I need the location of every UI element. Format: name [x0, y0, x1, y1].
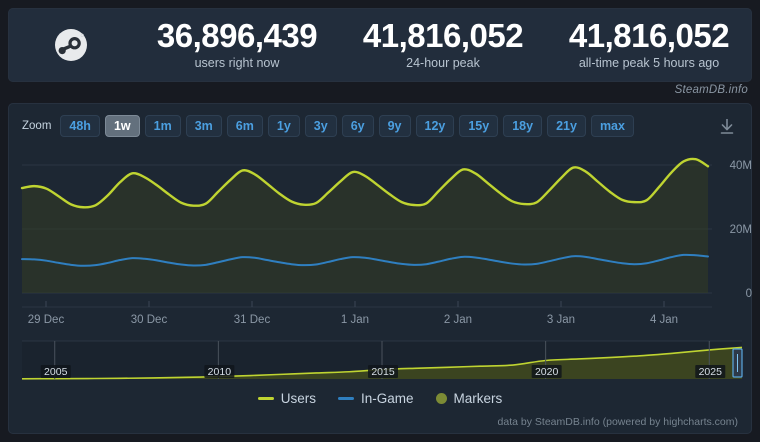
x-axis-tick-5: 3 Jan: [547, 314, 575, 326]
stat-users-now: 36,896,439 users right now: [134, 17, 340, 74]
navigator-year-2015: 2015: [371, 366, 395, 378]
stat-24h-peak: 41,816,052 24-hour peak: [340, 17, 546, 74]
zoom-range-toolbar: Zoom 48h 1w 1m 3m 6m 1y 3y 6y 9y 12y 15y 18y 21y max: [8, 112, 752, 140]
chart-navigator[interactable]: 2005 2010 2015 2020 2025: [8, 339, 752, 389]
chart-card: Zoom 48h 1w 1m 3m 6m 1y 3y 6y 9y 12y 15y 18y 21y max …: [8, 103, 752, 434]
range-button-21y[interactable]: 21y: [547, 115, 586, 137]
legend-item-ingame[interactable]: In-Game: [337, 391, 414, 406]
range-button-group: 48h 1w 1m 3m 6m 1y 3y 6y 9y 12y 15y 18y 21y max: [60, 115, 639, 137]
stat-users-now-value: 36,896,439: [156, 16, 318, 54]
legend-line-ingame: [337, 397, 354, 400]
stat-24h-peak-value: 41,816,052: [362, 16, 524, 54]
range-button-1y[interactable]: 1y: [267, 115, 300, 137]
chart-legend: Users In-Game Markers: [8, 391, 752, 406]
y-axis-tick-0: 0: [746, 288, 752, 300]
range-button-3y[interactable]: 3y: [304, 115, 337, 137]
x-axis-tick-0: 29 Dec: [28, 314, 65, 326]
steam-logo-icon: [51, 25, 91, 65]
legend-label-users: Users: [280, 391, 316, 406]
steam-logo-cell: [8, 25, 134, 65]
zoom-label: Zoom: [22, 120, 52, 132]
range-button-12y[interactable]: 12y: [415, 115, 455, 137]
range-button-6y[interactable]: 6y: [341, 115, 374, 137]
range-button-18y[interactable]: 18y: [503, 115, 543, 137]
legend-item-markers[interactable]: Markers: [435, 391, 503, 406]
stats-panel: 36,896,439 users right now 41,816,052 24…: [8, 8, 752, 82]
range-button-15y[interactable]: 15y: [459, 115, 499, 137]
x-axis-tick-2: 31 Dec: [234, 314, 271, 326]
range-button-6m[interactable]: 6m: [226, 115, 263, 137]
legend-line-users: [257, 397, 274, 400]
navigator-year-2025: 2025: [699, 366, 723, 378]
legend-label-markers: Markers: [453, 391, 503, 406]
y-axis-tick-1: 20M: [730, 224, 752, 236]
range-button-max[interactable]: max: [590, 115, 634, 137]
navigator-year-2010: 2010: [208, 366, 232, 378]
navigator-year-2020: 2020: [535, 366, 559, 378]
steamdb-watermark: SteamDB.info: [674, 84, 748, 96]
main-plot-area[interactable]: 0 20M 40M 29 Dec 30 Dec 31 Dec 1 Jan 2 Jan 3 Jan…: [8, 143, 752, 335]
x-axis-tick-4: 2 Jan: [444, 314, 472, 326]
stat-users-now-label: users right now: [194, 55, 280, 70]
y-axis-tick-2: 40M: [730, 160, 752, 172]
stat-all-time-peak-label: all-time peak 5 hours ago: [578, 55, 720, 70]
legend-item-users[interactable]: Users: [257, 391, 316, 406]
range-button-3m[interactable]: 3m: [185, 115, 222, 137]
series-line-users: [20, 157, 710, 209]
chart-credits[interactable]: data by SteamDB.info (powered by highcha…: [497, 416, 738, 428]
legend-label-ingame: In-Game: [360, 391, 414, 406]
x-axis-tick-1: 30 Dec: [131, 314, 168, 326]
navigator-year-2005: 2005: [44, 366, 68, 378]
legend-dot-markers: [435, 393, 447, 404]
stat-all-time-peak-value: 41,816,052: [568, 16, 730, 54]
range-button-9y[interactable]: 9y: [378, 115, 411, 137]
stat-24h-peak-label: 24-hour peak: [406, 55, 480, 70]
stat-all-time-peak: 41,816,052 all-time peak 5 hours ago: [546, 17, 752, 74]
x-axis-tick-6: 4 Jan: [650, 314, 678, 326]
x-axis-tick-3: 1 Jan: [341, 314, 369, 326]
range-button-48h[interactable]: 48h: [60, 115, 100, 137]
series-line-ingame: [21, 253, 709, 267]
range-button-1w[interactable]: 1w: [104, 115, 140, 137]
download-icon[interactable]: [716, 115, 738, 137]
range-button-1m[interactable]: 1m: [144, 115, 181, 137]
